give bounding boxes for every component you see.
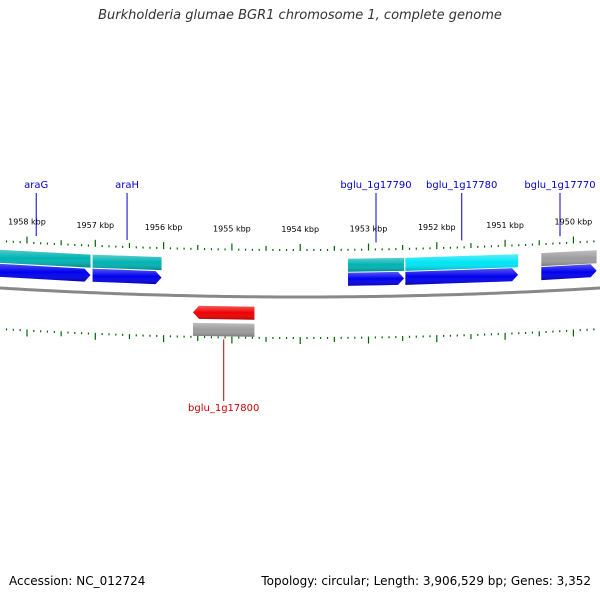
- tick-label: 1952 kbp: [418, 223, 456, 232]
- topology-text: Topology: circular; Length: 3,906,529 bp…: [261, 574, 591, 588]
- gene-bglu_1g17800: [192, 305, 255, 337]
- gene-label: araH: [115, 180, 139, 191]
- gene-labels: araG araH bglu_1g17790 bglu_1g17780 bglu_1g1…: [24, 180, 596, 414]
- gene-araG: [0, 249, 91, 282]
- gene-label: bglu_1g17800: [188, 403, 259, 414]
- tick-label: 1951 kbp: [486, 221, 524, 230]
- gene-bglu_1g17780: [405, 254, 519, 285]
- gene-label: araG: [24, 180, 48, 191]
- gene-label: bglu_1g17780: [426, 180, 497, 191]
- tick-ring-inner: [5, 328, 595, 344]
- tick-ring-outer: 1958 kbp 1957 kbp 1956 kbp 1955 kbp 1954 kbp…: [5, 218, 595, 251]
- tick-label: 1950 kbp: [555, 218, 593, 227]
- accession-text: Accession: NC_012724: [9, 574, 146, 588]
- gene-araH: [92, 254, 162, 285]
- gene-bglu_1g17770: [541, 250, 597, 281]
- tick-label: 1956 kbp: [145, 223, 183, 232]
- tick-label: 1955 kbp: [213, 225, 251, 234]
- gene-bglu_1g17790: [348, 257, 405, 286]
- tick-label: 1958 kbp: [8, 218, 46, 227]
- gene-label: bglu_1g17790: [340, 180, 411, 191]
- map-title: Burkholderia glumae BGR1 chromosome 1, c…: [98, 8, 502, 23]
- gene-label: bglu_1g17770: [524, 180, 595, 191]
- gene-track: [0, 249, 597, 337]
- tick-label: 1953 kbp: [350, 225, 388, 234]
- tick-label: 1957 kbp: [76, 221, 114, 230]
- tick-label: 1954 kbp: [281, 225, 319, 234]
- chromosome-backbone: [0, 286, 600, 299]
